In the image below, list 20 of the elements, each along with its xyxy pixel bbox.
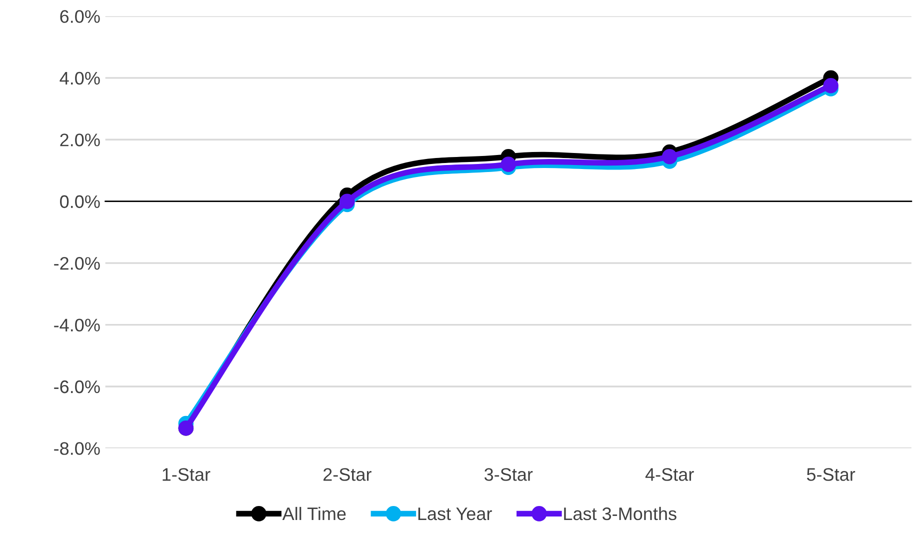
x-tick-label: 3-Star [484, 468, 533, 481]
legend-label: All Time [282, 506, 346, 520]
point [500, 156, 516, 172]
y-tick-label: 6.0% [60, 10, 100, 23]
x-tick-label: 2-Star [323, 468, 372, 481]
legend-label: Last 3-Months [564, 506, 676, 520]
y-tick-label: -6.0% [54, 380, 100, 394]
point [823, 78, 838, 94]
y-tick-label: 2.0% [60, 134, 100, 146]
y-tick-label: -2.0% [54, 256, 100, 270]
y-tick-label: -4.0% [54, 318, 100, 332]
x-tick-label: 4-Star [645, 468, 694, 481]
legend-label: Last Year [418, 508, 492, 520]
point [340, 194, 355, 209]
y-tick-label: -8.0% [54, 442, 100, 455]
x-tick-label: 5-Star [806, 468, 856, 481]
point [662, 148, 678, 164]
y-tick-label: 4.0% [60, 72, 100, 85]
x-tick-label: 1-Star [162, 468, 210, 481]
y-tick-label: 0.0% [60, 195, 100, 208]
